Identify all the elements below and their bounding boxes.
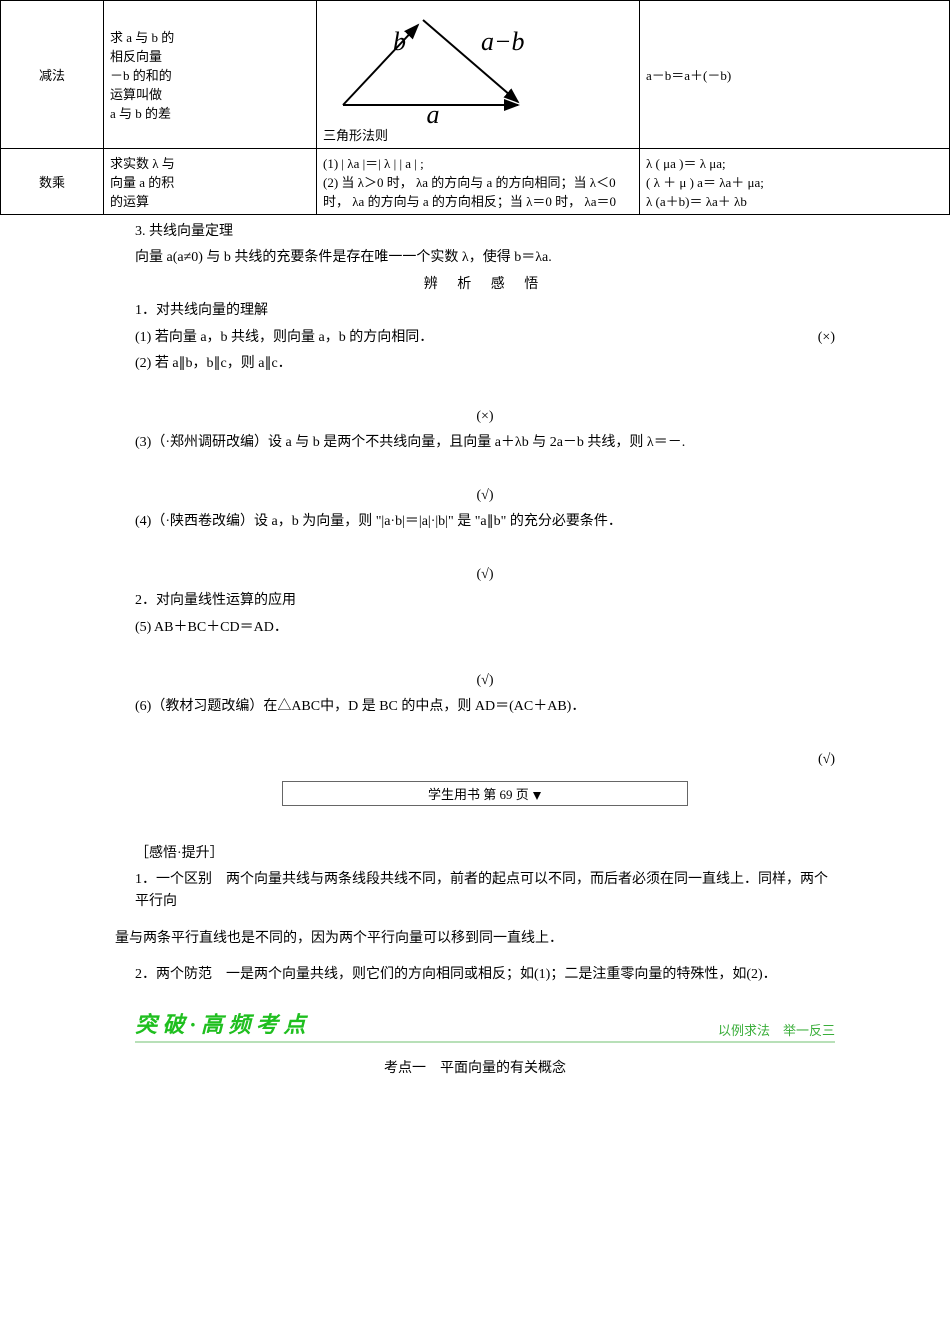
cell-def-mul: 求实数 λ 与 向量 a 的积 的运算 bbox=[104, 149, 317, 215]
insight-1b: 量与两条平行直线也是不同的，因为两个平行向量可以移到同一直线上． bbox=[115, 928, 835, 950]
item5-mark: (√) bbox=[135, 670, 835, 692]
sub-def-l4: 运算叫做 bbox=[110, 87, 162, 102]
cell-op-sub: 减法 bbox=[1, 1, 104, 149]
item-3: (3)（·郑州调研改编）设 a 与 b 是两个不共线向量，且向量 a＋λb 与 … bbox=[135, 432, 835, 454]
fig-label-amb: a−b bbox=[481, 27, 525, 56]
cell-fig-mul: (1) | λa |＝| λ | | a | ; (2) 当 λ＞0 时， λa… bbox=[317, 149, 640, 215]
mul-rule-l3: λ (a＋b)＝ λa＋ λb bbox=[646, 194, 747, 209]
banner-right: 以例求法 举一反三 bbox=[718, 1020, 835, 1039]
sub2-title: 2．对向量线性运算的应用 bbox=[135, 590, 835, 612]
item6-mark: (√) bbox=[818, 749, 835, 771]
insight-2: 2．两个防范 一是两个向量共线，则它们的方向相同或相反；如(1)；二是注重零向量… bbox=[135, 964, 835, 986]
item-4: (4)（·陕西卷改编）设 a，b 为向量，则 "|a·b|＝|a|·|b|" 是… bbox=[135, 511, 835, 533]
item3-mark: (√) bbox=[135, 485, 835, 507]
item-2: (2) 若 a∥b，b∥c，则 a∥c． bbox=[135, 353, 835, 375]
row-subtraction: 减法 求 a 与 b 的 相反向量 －b 的和的 运算叫做 a 与 b 的差 b… bbox=[1, 1, 950, 149]
page-ref-text: 学生用书 第 69 页 bbox=[428, 787, 529, 802]
mul-rule-l1: λ ( μa )＝ λ μa; bbox=[646, 156, 726, 171]
fig-label-a: a bbox=[427, 100, 440, 125]
sub-def-l3: －b 的和的 bbox=[110, 68, 172, 83]
insight-title: ［感悟·提升］ bbox=[135, 843, 835, 865]
body-content-2: 2．两个防范 一是两个向量共线，则它们的方向相同或相反；如(1)；二是注重零向量… bbox=[135, 964, 835, 986]
fig-caption-sub: 三角形法则 bbox=[323, 128, 388, 143]
body-content: 3. 共线向量定理 向量 a(a≠0) 与 b 共线的充要条件是存在唯一一个实数… bbox=[135, 221, 835, 914]
cell-rule-mul: λ ( μa )＝ λ μa; ( λ ＋ μ ) a＝ λa＋ μa; λ (… bbox=[640, 149, 950, 215]
mul-def-l1: 求实数 λ 与 bbox=[110, 156, 175, 171]
item4-mark: (√) bbox=[135, 564, 835, 586]
cell-op-mul: 数乘 bbox=[1, 149, 104, 215]
sub-rule: a－b＝a＋(－b) bbox=[646, 68, 731, 83]
fig-label-b: b bbox=[393, 27, 406, 56]
item2-mark: (×) bbox=[135, 406, 835, 428]
mul-def-l3: 的运算 bbox=[110, 194, 149, 209]
item1-mark: (×) bbox=[818, 327, 835, 349]
mul-fig-l1: (1) | λa |＝| λ | | a | ; bbox=[323, 156, 424, 171]
insight-1a: 1．一个区别 两个向量共线与两条线段共线不同，前者的起点可以不同，而后者必须在同… bbox=[135, 869, 835, 914]
vector-ops-table: 减法 求 a 与 b 的 相反向量 －b 的和的 运算叫做 a 与 b 的差 b… bbox=[0, 0, 950, 215]
topic-title: 考点一 平面向量的有关概念 bbox=[0, 1057, 950, 1077]
banner-left: 突 破 · 高 频 考 点 bbox=[135, 1007, 306, 1039]
page-reference-box: 学生用书 第 69 页 bbox=[282, 781, 688, 806]
item-6: (6)（教材习题改编）在△ABC中，D 是 BC 的中点，则 AD＝(AC＋AB… bbox=[135, 696, 835, 718]
analysis-heading: 辨 析 感 悟 bbox=[135, 274, 835, 296]
mul-fig-l2: (2) 当 λ＞0 时， λa 的方向与 a 的方向相同；当 λ＜0 时， λa… bbox=[323, 175, 616, 209]
arrow-down-icon bbox=[533, 792, 541, 800]
sub1-title: 1．对共线向量的理解 bbox=[135, 300, 835, 322]
cell-rule-sub: a－b＝a＋(－b) bbox=[640, 1, 950, 149]
sec3-title: 3. 共线向量定理 bbox=[135, 221, 835, 243]
triangle-rule-diagram: b a a−b bbox=[323, 5, 573, 125]
row-scalar-mul: 数乘 求实数 λ 与 向量 a 的积 的运算 (1) | λa |＝| λ | … bbox=[1, 149, 950, 215]
cell-fig-sub: b a a−b 三角形法则 bbox=[317, 1, 640, 149]
item1-text: (1) 若向量 a，b 共线，则向量 a，b 的方向相同． bbox=[135, 330, 433, 345]
sec3-text: 向量 a(a≠0) 与 b 共线的充要条件是存在唯一一个实数 λ，使得 b＝λa… bbox=[135, 247, 835, 269]
mul-rule-l2: ( λ ＋ μ ) a＝ λa＋ μa; bbox=[646, 175, 764, 190]
sub-def-l2: 相反向量 bbox=[110, 49, 162, 64]
mul-def-l2: 向量 a 的积 bbox=[110, 175, 174, 190]
sub-def-l5: a 与 b 的差 bbox=[110, 106, 171, 121]
sub-def-l1: 求 a 与 b 的 bbox=[110, 30, 174, 45]
section-banner: 突 破 · 高 频 考 点 以例求法 举一反三 bbox=[135, 1007, 835, 1043]
cell-def-sub: 求 a 与 b 的 相反向量 －b 的和的 运算叫做 a 与 b 的差 bbox=[104, 1, 317, 149]
item-5: (5) AB＋BC＋CD＝AD． bbox=[135, 617, 835, 639]
item-1: (1) 若向量 a，b 共线，则向量 a，b 的方向相同． (×) bbox=[135, 327, 835, 349]
